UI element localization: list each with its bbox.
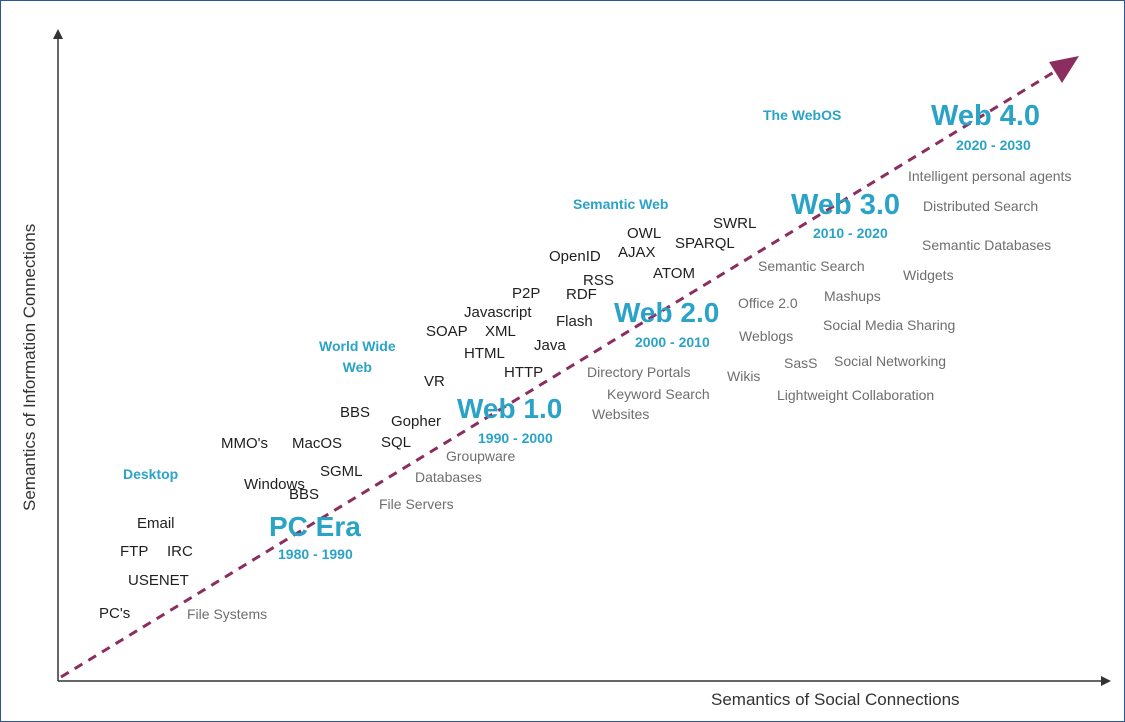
tech-openid: OpenID — [549, 248, 601, 265]
tech-irc: IRC — [167, 543, 193, 560]
tech-java: Java — [534, 337, 566, 354]
tech-html: HTML — [464, 345, 505, 362]
x-axis-label: Semantics of Social Connections — [711, 690, 960, 709]
app-semantic-search: Semantic Search — [758, 258, 865, 274]
app-weblogs: Weblogs — [739, 328, 794, 344]
tech-p2p: P2P — [512, 285, 541, 302]
progression-arrow-line — [60, 67, 1060, 679]
tech-windows: Windows — [244, 476, 305, 493]
y-axis-label: Semantics of Information Connections — [20, 223, 39, 511]
tech-rdf: RDF — [566, 286, 597, 303]
app-semantic-databases: Semantic Databases — [922, 237, 1052, 253]
tech-atom: ATOM — [653, 265, 695, 282]
web3-years: 2010 - 2020 — [813, 225, 888, 241]
app-social-media-sharing: Social Media Sharing — [823, 317, 956, 333]
desktop-heading: Desktop — [123, 466, 179, 482]
web3-title: Web 3.0 — [791, 189, 901, 221]
tech-pcs: PC's — [99, 605, 131, 622]
tech-email: Email — [137, 515, 175, 532]
web4-years: 2020 - 2030 — [956, 137, 1031, 153]
pc-era-years: 1980 - 1990 — [278, 546, 353, 562]
tech-sgml: SGML — [320, 463, 363, 480]
tech-gopher: Gopher — [391, 413, 442, 430]
tech-macos: MacOS — [292, 435, 343, 452]
app-lightweight-collaboration: Lightweight Collaboration — [777, 387, 935, 403]
tech-ftp: FTP — [120, 543, 149, 560]
app-websites: Websites — [592, 406, 650, 422]
web1-years: 1990 - 2000 — [478, 430, 553, 446]
tech-swrl: SWRL — [713, 215, 757, 232]
tech-owl: OWL — [627, 225, 662, 242]
tech-xml: XML — [485, 323, 516, 340]
the-webos-heading: The WebOS — [763, 107, 842, 123]
app-office-20: Office 2.0 — [738, 295, 798, 311]
tech-ajax: AJAX — [618, 244, 656, 261]
world-wide-web-heading: World Wide Web — [319, 338, 396, 375]
app-social-networking: Social Networking — [834, 353, 947, 369]
semantic-web-heading: Semantic Web — [573, 196, 669, 212]
pc-era-title: PC Era — [269, 511, 361, 542]
tech-mmos: MMO's — [221, 435, 269, 452]
app-sass: SasS — [784, 355, 818, 371]
app-groupware: Groupware — [446, 448, 516, 464]
app-databases: Databases — [415, 469, 482, 485]
tech-bbs-pc: BBS — [289, 486, 320, 503]
app-distributed-search: Distributed Search — [923, 198, 1039, 214]
tech-sql: SQL — [381, 434, 412, 451]
tech-http: HTTP — [504, 364, 544, 381]
web2-years: 2000 - 2010 — [635, 334, 710, 350]
app-mashups: Mashups — [824, 288, 881, 304]
app-directory-portals: Directory Portals — [587, 364, 691, 380]
web1-title: Web 1.0 — [457, 393, 563, 424]
web4-title: Web 4.0 — [931, 100, 1041, 132]
tech-flash: Flash — [556, 313, 593, 330]
progression-arrow-head — [1049, 56, 1079, 83]
app-file-servers: File Servers — [379, 496, 454, 512]
tech-sparql: SPARQL — [675, 235, 735, 252]
tech-soap: SOAP — [426, 323, 468, 340]
app-keyword-search: Keyword Search — [607, 386, 710, 402]
app-file-systems: File Systems — [187, 606, 268, 622]
tech-rss: RSS — [583, 272, 614, 289]
app-wikis: Wikis — [727, 368, 761, 384]
app-widgets: Widgets — [903, 267, 954, 283]
tech-usenet: USENET — [128, 572, 189, 589]
web2-title: Web 2.0 — [614, 297, 720, 328]
tech-javascript: Javascript — [464, 304, 532, 321]
tech-bbs-web1: BBS — [340, 404, 371, 421]
tech-vr: VR — [424, 373, 445, 390]
app-intelligent-personal-agents: Intelligent personal agents — [908, 168, 1072, 184]
